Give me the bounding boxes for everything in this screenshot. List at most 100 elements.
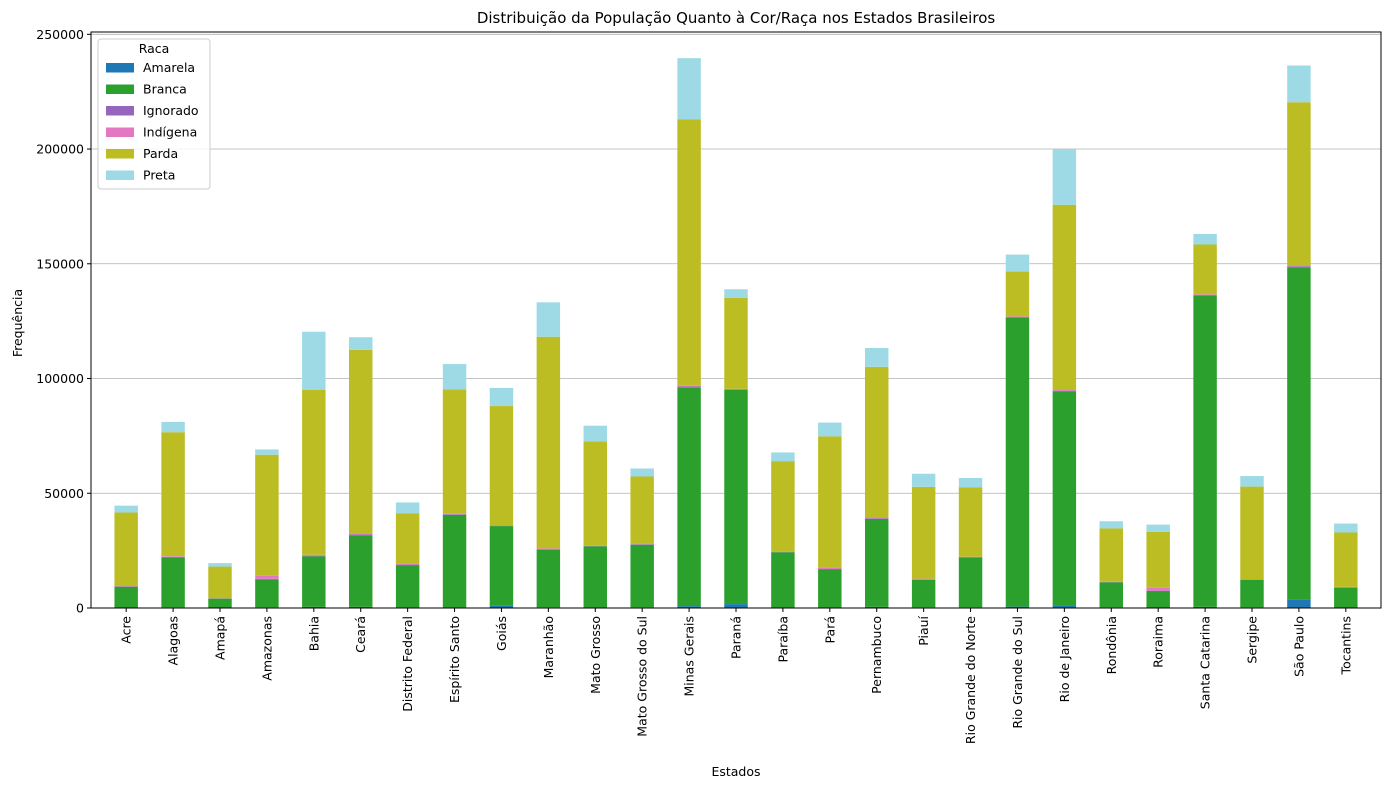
bar-segment xyxy=(208,598,232,608)
x-tick-label: Rio de Janeiro xyxy=(1057,616,1072,702)
bar-segment xyxy=(1240,476,1264,487)
legend-entry: Indígena xyxy=(143,125,197,140)
bar-segment xyxy=(302,556,326,607)
bar-segment xyxy=(255,454,279,576)
bar-segment xyxy=(630,476,654,544)
legend-swatch xyxy=(106,63,134,73)
x-tick-label: Sergipe xyxy=(1245,616,1260,664)
bar-segment xyxy=(865,517,889,519)
bar-stack xyxy=(958,477,983,608)
x-tick-label: Amapá xyxy=(213,616,228,660)
bar-segment xyxy=(818,436,842,568)
bar-segment xyxy=(1146,524,1170,532)
bar-segment xyxy=(865,606,889,608)
x-tick-label: São Paulo xyxy=(1291,616,1306,677)
bar-segment xyxy=(677,387,701,607)
bar-segment xyxy=(114,586,138,608)
bar-segment xyxy=(1052,204,1077,390)
bar-segment xyxy=(630,468,654,477)
bar-segment xyxy=(208,566,232,599)
x-tick-label: Bahia xyxy=(306,616,321,651)
bar-segment xyxy=(1193,295,1217,607)
bar-segment xyxy=(1052,390,1077,392)
bar-stack xyxy=(1052,149,1077,608)
bar-segment xyxy=(724,389,748,390)
bar-segment xyxy=(1334,523,1358,533)
bar-segment xyxy=(677,606,701,608)
bar-segment xyxy=(1193,606,1217,608)
y-axis-label: Frequência xyxy=(10,289,25,357)
x-tick-label: Rio Grande do Sul xyxy=(1010,616,1025,729)
bar-segment xyxy=(1193,244,1217,295)
bar-segment xyxy=(1005,317,1030,318)
bar-segment xyxy=(958,477,983,488)
bar-segment xyxy=(865,366,889,518)
bar-segment xyxy=(958,487,983,557)
bar-segment xyxy=(395,563,420,565)
bar-stack xyxy=(1240,476,1264,608)
bar-segment xyxy=(161,432,185,557)
x-tick-label: Amazonas xyxy=(259,616,274,681)
bar-segment xyxy=(1146,587,1170,591)
bar-segment xyxy=(255,575,279,579)
bar-stack xyxy=(1193,233,1217,608)
bar-segment xyxy=(818,422,842,437)
bar-segment xyxy=(1005,606,1030,608)
bar-stack xyxy=(865,347,889,608)
legend-entry: Parda xyxy=(143,146,178,161)
bar-segment xyxy=(349,337,373,350)
bar-segment xyxy=(1052,391,1077,606)
bar-segment xyxy=(583,546,607,608)
bar-segment xyxy=(818,569,842,608)
bar-segment xyxy=(161,421,185,433)
chart-title: Distribuição da População Quanto à Cor/R… xyxy=(477,9,996,27)
x-tick-label: Tocantins xyxy=(1338,616,1353,675)
y-tick-label: 150000 xyxy=(36,256,84,271)
bar-stack xyxy=(724,289,748,608)
bar-segment xyxy=(583,441,607,546)
y-tick-label: 200000 xyxy=(36,142,84,157)
y-tick-label: 250000 xyxy=(36,27,84,42)
x-tick-label: Rondônia xyxy=(1104,616,1119,674)
bar-segment xyxy=(724,289,748,298)
bar-segment xyxy=(489,387,514,407)
x-tick-label: Ceará xyxy=(353,616,368,653)
bar-segment xyxy=(1146,591,1170,608)
bar-segment xyxy=(583,545,607,546)
bar-segment xyxy=(395,513,420,564)
bar-segment xyxy=(1005,254,1030,272)
bar-segment xyxy=(489,605,514,608)
bar-segment xyxy=(395,502,420,514)
bar-segment xyxy=(677,385,701,387)
bar-segment xyxy=(1287,267,1311,600)
bar-segment xyxy=(1005,316,1030,318)
bar-stack xyxy=(302,331,326,608)
bar-segment xyxy=(1287,266,1311,268)
bar-segment xyxy=(1052,605,1077,608)
x-tick-label: Alagoas xyxy=(166,616,181,665)
legend-swatch xyxy=(106,127,134,137)
bar-stack xyxy=(911,473,936,608)
bar-segment xyxy=(1193,233,1217,245)
bar-segment xyxy=(1052,149,1077,205)
bar-segment xyxy=(302,606,326,608)
legend-entry: Amarela xyxy=(143,60,195,75)
bar-segment xyxy=(677,386,701,388)
legend-title: Raca xyxy=(139,41,170,56)
bar-segment xyxy=(1287,102,1311,266)
y-tick-label: 100000 xyxy=(36,371,84,386)
bar-segment xyxy=(1193,294,1217,295)
bar-segment xyxy=(911,579,936,608)
bar-segment xyxy=(911,486,936,579)
bar-stack xyxy=(630,468,654,608)
bar-segment xyxy=(536,302,561,337)
bar-stack xyxy=(349,337,373,608)
bar-segment xyxy=(536,548,561,550)
x-axis: Acre Alagoas Amapá Amazonas Bahia Ceará Distri… xyxy=(119,608,1353,744)
bar-segment xyxy=(1099,581,1123,582)
bar-segment xyxy=(302,331,326,390)
bar-segment xyxy=(161,557,185,608)
bar-stack xyxy=(114,505,138,608)
bar-segment xyxy=(771,552,795,608)
x-tick-label: Piauí xyxy=(916,615,931,645)
